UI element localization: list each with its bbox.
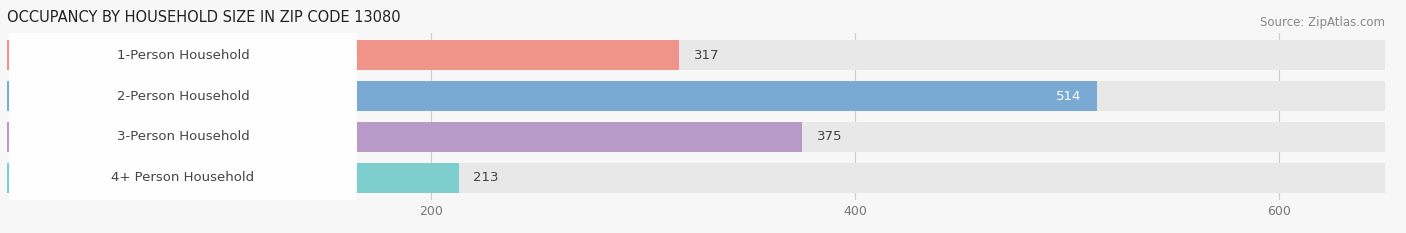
Text: 3-Person Household: 3-Person Household <box>117 130 249 144</box>
FancyBboxPatch shape <box>10 44 357 230</box>
Text: 2-Person Household: 2-Person Household <box>117 89 249 103</box>
FancyBboxPatch shape <box>10 3 357 189</box>
Text: 317: 317 <box>693 49 720 62</box>
Text: 375: 375 <box>817 130 842 144</box>
Text: Source: ZipAtlas.com: Source: ZipAtlas.com <box>1260 16 1385 29</box>
Text: OCCUPANCY BY HOUSEHOLD SIZE IN ZIP CODE 13080: OCCUPANCY BY HOUSEHOLD SIZE IN ZIP CODE … <box>7 10 401 24</box>
Text: 514: 514 <box>1056 89 1081 103</box>
Text: 1-Person Household: 1-Person Household <box>117 49 249 62</box>
Bar <box>7 163 458 193</box>
Bar <box>7 81 1097 111</box>
Bar <box>7 40 679 70</box>
Bar <box>7 81 1385 111</box>
FancyBboxPatch shape <box>10 85 357 233</box>
Bar <box>7 122 801 152</box>
Text: 4+ Person Household: 4+ Person Household <box>111 171 254 184</box>
Bar <box>7 40 1385 70</box>
Bar <box>7 163 1385 193</box>
FancyBboxPatch shape <box>10 0 357 148</box>
Bar <box>7 122 1385 152</box>
Text: 213: 213 <box>474 171 499 184</box>
